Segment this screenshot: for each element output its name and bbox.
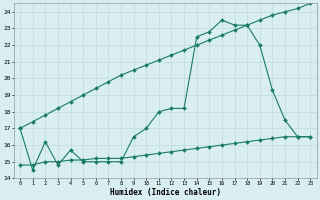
X-axis label: Humidex (Indice chaleur): Humidex (Indice chaleur)	[110, 188, 220, 197]
